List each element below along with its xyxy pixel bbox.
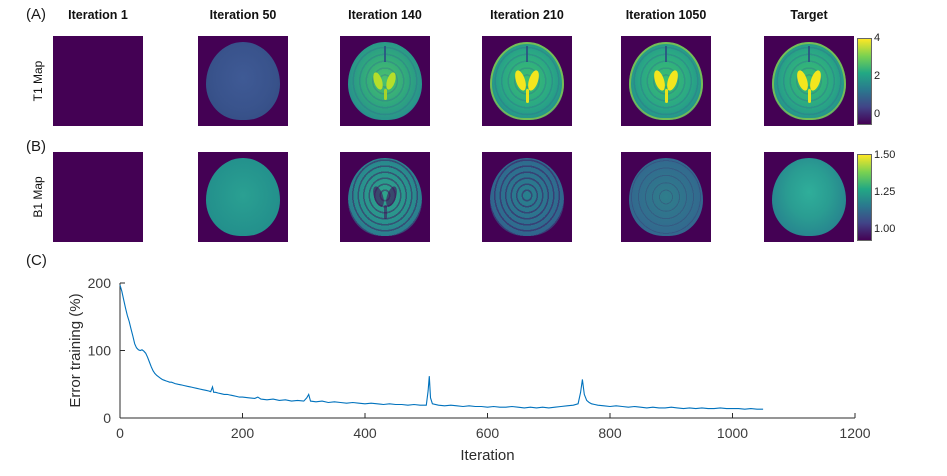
panel-b-label: (B)	[26, 138, 46, 155]
row-label-b1-map: B1 Map	[31, 176, 45, 218]
svg-text:400: 400	[353, 425, 377, 441]
column-title-iteration-1: Iteration 1	[68, 8, 128, 22]
b1-colorbar-tick-min: 1.00	[874, 223, 896, 235]
b1-map-iteration-1-image	[53, 152, 143, 242]
training-error-chart: 0 200 400 600 800 1000 1200 0 100 200 Iteration Err…	[60, 258, 890, 473]
svg-text:100: 100	[88, 343, 112, 359]
svg-text:Iteration: Iteration	[460, 447, 514, 464]
svg-text:Error training (%): Error training (%)	[67, 293, 84, 407]
svg-text:800: 800	[598, 425, 622, 441]
column-title-iteration-1050: Iteration 1050	[625, 8, 707, 22]
svg-text:0: 0	[103, 410, 111, 426]
b1-colorbar-tick-max: 1.50	[874, 149, 896, 161]
b1-colorbar-tick-mid: 1.25	[874, 186, 896, 198]
svg-text:600: 600	[476, 425, 500, 441]
t1-map-iteration-1050-image	[621, 36, 711, 126]
b1-colorbar	[857, 154, 872, 241]
panel-c-label: (C)	[26, 252, 47, 269]
svg-text:1200: 1200	[839, 425, 870, 441]
b1-map-iteration-50-image	[198, 152, 288, 242]
t1-map-target-image	[764, 36, 854, 126]
column-title-iteration-140: Iteration 140	[348, 8, 422, 22]
t1-map-iteration-140-image	[340, 36, 430, 126]
row-label-t1-map: T1 Map	[31, 60, 45, 102]
t1-colorbar-tick-min: 0	[874, 108, 881, 120]
b1-map-iteration-140-image	[340, 152, 430, 242]
t1-map-iteration-210-image	[482, 36, 572, 126]
t1-map-iteration-50-image	[198, 36, 288, 126]
b1-map-target-image	[764, 152, 854, 242]
column-title-iteration-50: Iteration 50	[209, 8, 277, 22]
svg-text:1000: 1000	[717, 425, 748, 441]
column-title-iteration-210: Iteration 210	[490, 8, 564, 22]
training-error-plot-svg: 0 200 400 600 800 1000 1200 0 100 200 Iteration Err…	[67, 275, 871, 464]
t1-map-iteration-1-image	[53, 36, 143, 126]
t1-colorbar	[857, 38, 872, 125]
column-title-target: Target	[790, 8, 828, 22]
b1-map-iteration-210-image	[482, 152, 572, 242]
t1-colorbar-tick-mid: 2	[874, 70, 881, 82]
svg-text:200: 200	[231, 425, 255, 441]
svg-text:0: 0	[116, 425, 124, 441]
b1-map-iteration-1050-image	[621, 152, 711, 242]
panel-a-label: (A)	[26, 6, 46, 23]
t1-colorbar-tick-max: 4	[874, 32, 881, 44]
svg-text:200: 200	[88, 275, 112, 291]
